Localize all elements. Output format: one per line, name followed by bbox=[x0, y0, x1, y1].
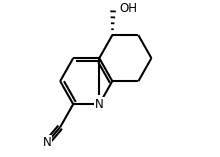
Text: N: N bbox=[95, 98, 104, 111]
Text: OH: OH bbox=[119, 2, 137, 15]
Text: N: N bbox=[43, 136, 51, 149]
